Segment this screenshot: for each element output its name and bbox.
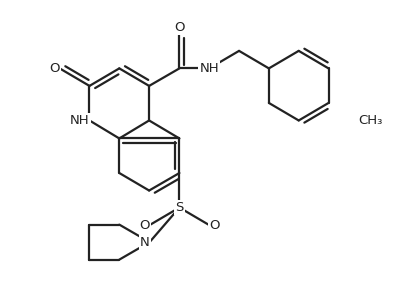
Text: O: O: [49, 62, 60, 75]
Text: NH: NH: [70, 114, 89, 127]
Text: S: S: [175, 201, 184, 214]
Text: CH₃: CH₃: [358, 114, 383, 127]
Text: O: O: [139, 219, 150, 231]
Text: NH: NH: [199, 62, 219, 75]
Text: O: O: [174, 21, 185, 34]
Text: O: O: [209, 219, 220, 231]
Text: N: N: [140, 236, 150, 248]
